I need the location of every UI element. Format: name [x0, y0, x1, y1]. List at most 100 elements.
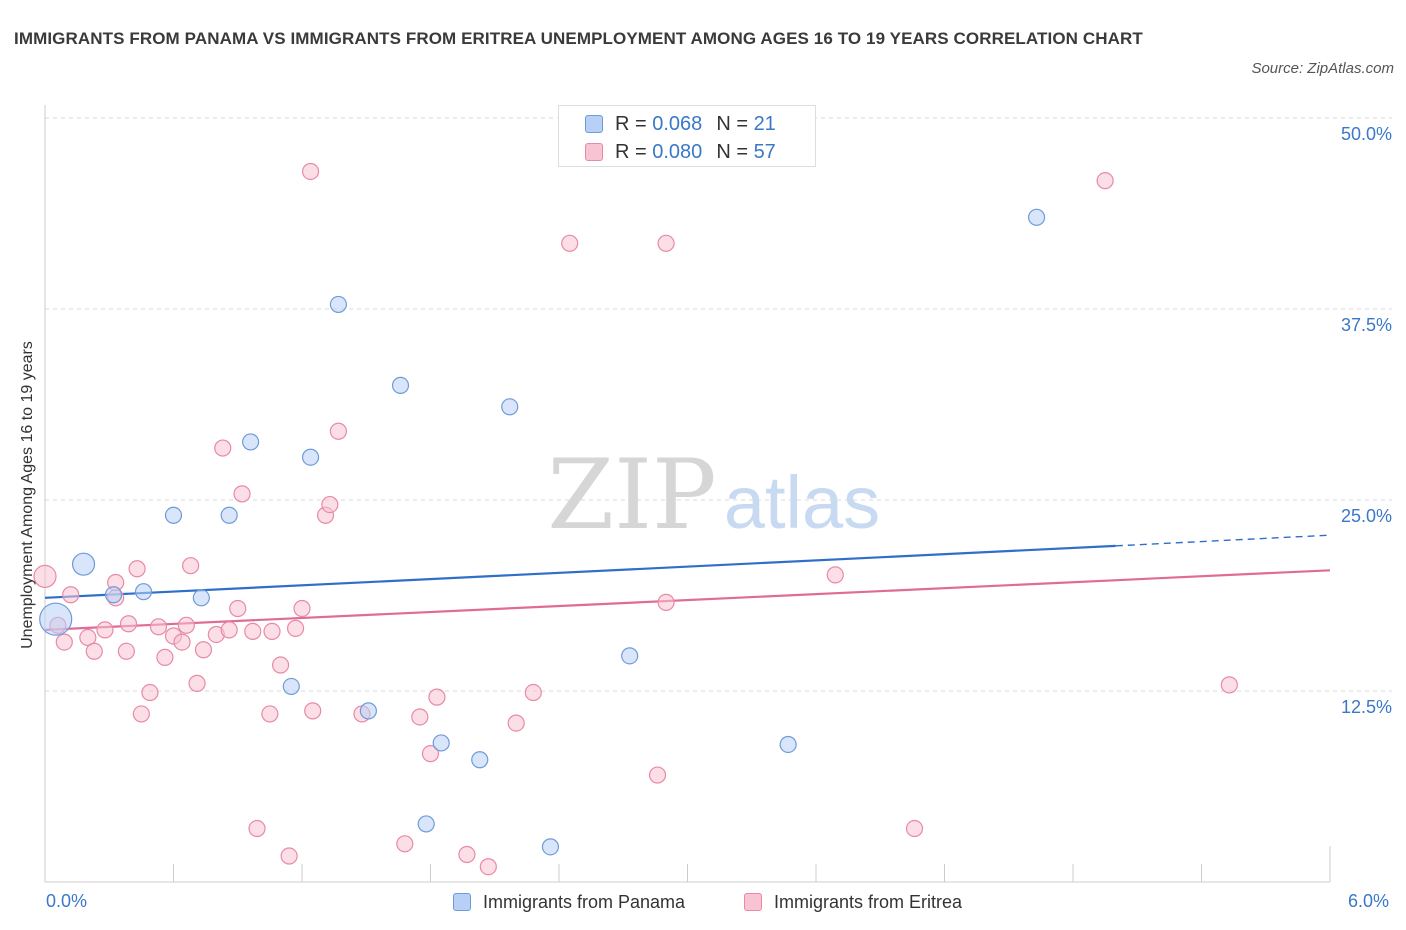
y-axis-label: Unemployment Among Ages 16 to 19 years	[19, 341, 36, 649]
trend-line-eritrea	[44, 569, 1331, 631]
eritrea-point	[271, 656, 290, 674]
panama-swatch	[585, 115, 603, 133]
eritrea-point	[233, 485, 251, 503]
panama-point	[541, 838, 560, 856]
panama-point	[417, 815, 435, 833]
eritrea-point	[657, 593, 675, 611]
eritrea-point	[657, 234, 675, 252]
y-tick-label: 50.0%	[1341, 124, 1392, 144]
panama-point	[242, 433, 260, 451]
eritrea-point	[329, 422, 348, 440]
panama-point	[779, 735, 797, 754]
panama-point	[282, 677, 300, 696]
eritrea-point	[524, 683, 542, 702]
panama-point	[621, 647, 639, 665]
eritrea-swatch	[585, 143, 603, 161]
panama-point	[164, 506, 183, 524]
eritrea-point	[55, 633, 73, 651]
scatter-points	[33, 162, 1238, 876]
r-value: 0.080	[652, 140, 703, 163]
y-tick-labels: 12.5% 25.0% 37.5% 50.0%	[1341, 124, 1392, 717]
eritrea-point	[261, 705, 279, 723]
eritrea-point	[177, 616, 195, 634]
eritrea-point	[293, 599, 311, 618]
stats-legend-row-eritrea: R = 0.080 N = 57	[585, 140, 776, 164]
eritrea-point	[648, 766, 667, 784]
eritrea-point	[128, 560, 146, 578]
n-label: N =	[716, 140, 748, 163]
n-label: N =	[716, 112, 748, 135]
trend-line-panama	[44, 544, 1116, 599]
eritrea-point	[507, 714, 525, 732]
eritrea-point	[421, 745, 440, 763]
eritrea-point	[188, 674, 206, 692]
legend-item-panama: Immigrants from Panama	[453, 890, 685, 914]
eritrea-point	[96, 621, 114, 639]
eritrea-point	[214, 439, 232, 457]
y-tick-label: 12.5%	[1341, 697, 1392, 717]
panama-point	[71, 552, 96, 576]
panama-point	[192, 589, 210, 607]
panama-point	[471, 751, 489, 769]
eritrea-point	[1220, 676, 1238, 694]
panama-point	[391, 376, 410, 394]
eritrea-point	[1096, 172, 1114, 190]
panama-point	[359, 702, 377, 720]
x-tick-label-min: 0.0%	[46, 891, 88, 911]
stats-legend: R = 0.068 N = 21 R = 0.080 N = 57	[558, 105, 816, 167]
eritrea-point	[173, 633, 191, 651]
eritrea-point	[156, 648, 174, 666]
y-tick-label: 37.5%	[1341, 315, 1392, 335]
eritrea-point	[396, 835, 414, 853]
x-tick-label-max: 6.0%	[1348, 891, 1390, 911]
panama-point	[501, 398, 519, 416]
eritrea-point	[905, 819, 924, 838]
stats-legend-row-panama: R = 0.068 N = 21	[585, 112, 776, 136]
legend-label-eritrea: Immigrants from Eritrea	[774, 891, 963, 912]
y-tick-label: 25.0%	[1341, 506, 1392, 526]
eritrea-point	[248, 819, 266, 838]
grid-lines	[45, 117, 1392, 692]
eritrea-point	[304, 702, 322, 720]
eritrea-point	[301, 162, 320, 181]
eritrea-point	[561, 234, 579, 252]
trend-line-panama-extension	[1115, 534, 1331, 547]
r-label: R =	[615, 140, 647, 163]
chart-title: IMMIGRANTS FROM PANAMA VS IMMIGRANTS FRO…	[14, 29, 1143, 48]
panama-point	[432, 734, 450, 752]
source-label: Source: ZipAtlas.com	[1251, 60, 1394, 77]
panama-point	[39, 602, 73, 636]
panama-point	[1027, 208, 1046, 226]
n-value: 21	[753, 112, 776, 135]
panama-point	[301, 448, 320, 466]
panama-legend-swatch	[453, 893, 471, 911]
eritrea-point	[280, 847, 298, 865]
eritrea-point	[132, 705, 150, 723]
eritrea-point	[826, 566, 844, 584]
eritrea-point	[33, 564, 57, 589]
legend-label-panama: Immigrants from Panama	[483, 891, 686, 912]
eritrea-point	[141, 683, 159, 702]
eritrea-point	[263, 622, 281, 641]
eritrea-point	[286, 619, 305, 637]
legend-item-eritrea: Immigrants from Eritrea	[744, 890, 962, 914]
eritrea-legend-swatch	[744, 893, 762, 911]
panama-point	[329, 295, 348, 314]
eritrea-point	[229, 599, 247, 618]
trend-lines	[44, 534, 1331, 631]
r-value: 0.068	[652, 112, 703, 135]
eritrea-point	[244, 622, 262, 641]
eritrea-point	[119, 615, 138, 633]
eritrea-point	[117, 642, 135, 660]
r-label: R =	[615, 112, 647, 135]
eritrea-point	[194, 641, 213, 659]
axes	[44, 105, 1331, 883]
eritrea-point	[479, 858, 497, 876]
eritrea-point	[182, 557, 200, 575]
panama-point	[104, 586, 123, 604]
eritrea-point	[411, 708, 429, 726]
panama-point	[134, 583, 153, 601]
panama-point	[220, 506, 238, 524]
eritrea-point	[321, 495, 339, 514]
